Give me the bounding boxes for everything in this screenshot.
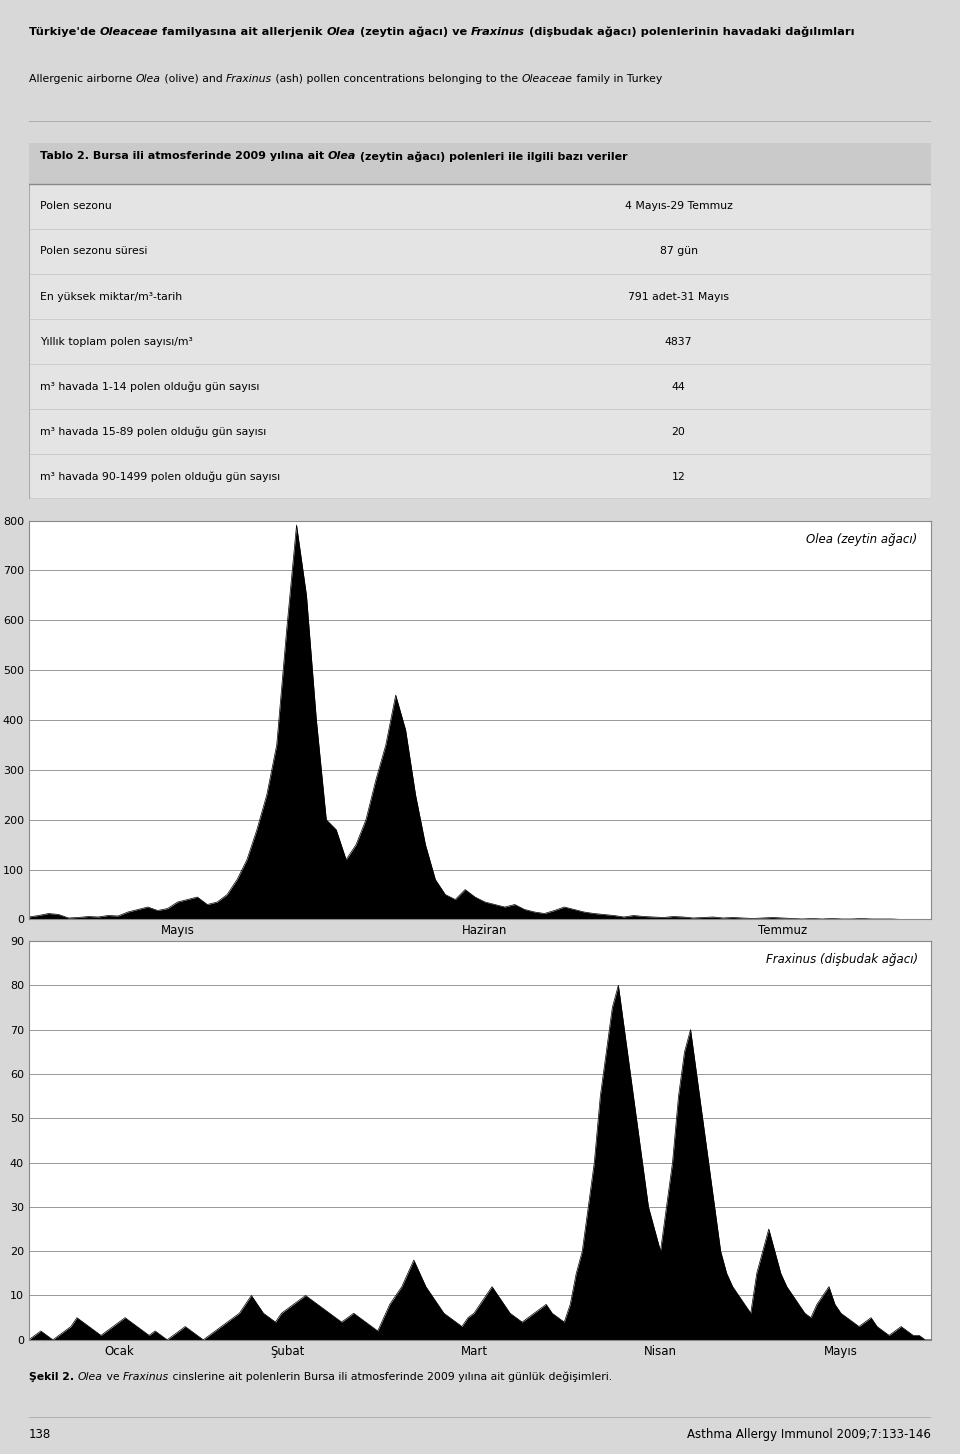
Text: Şekil 2.: Şekil 2. bbox=[29, 1371, 78, 1381]
Text: (ash) pollen concentrations belonging to the: (ash) pollen concentrations belonging to… bbox=[272, 74, 521, 84]
Text: cinslerine ait polenlerin Bursa ili atmosferinde 2009 yılına ait günlük değişiml: cinslerine ait polenlerin Bursa ili atmo… bbox=[169, 1371, 612, 1381]
Text: familyasına ait allerjenik: familyasına ait allerjenik bbox=[158, 26, 327, 36]
Text: Fraxinus (dişbudak ağacı): Fraxinus (dişbudak ağacı) bbox=[765, 952, 918, 965]
Bar bbox=[29, 142, 931, 183]
Text: 20: 20 bbox=[672, 426, 685, 436]
Text: Polen sezonu süresi: Polen sezonu süresi bbox=[39, 247, 147, 256]
Text: m³ havada 1-14 polen olduğu gün sayısı: m³ havada 1-14 polen olduğu gün sayısı bbox=[39, 381, 259, 391]
Text: Tablo 2. Bursa ili atmosferinde 2009 yılına ait: Tablo 2. Bursa ili atmosferinde 2009 yıl… bbox=[39, 151, 327, 161]
Text: Oleaceae: Oleaceae bbox=[521, 74, 572, 84]
Text: Oleaceae: Oleaceae bbox=[100, 26, 158, 36]
Text: Yıllık toplam polen sayısı/m³: Yıllık toplam polen sayısı/m³ bbox=[39, 336, 192, 346]
Text: (zeytin ağacı) polenleri ile ilgili bazı veriler: (zeytin ağacı) polenleri ile ilgili bazı… bbox=[356, 151, 628, 161]
Text: 44: 44 bbox=[672, 381, 685, 391]
Text: Fraxinus: Fraxinus bbox=[226, 74, 272, 84]
Text: (dişbudak ağacı) polenlerinin havadaki dağılımları: (dişbudak ağacı) polenlerinin havadaki d… bbox=[525, 26, 854, 38]
Text: Olea: Olea bbox=[78, 1371, 103, 1381]
Text: Allergenic airborne: Allergenic airborne bbox=[29, 74, 135, 84]
Text: 4837: 4837 bbox=[664, 336, 692, 346]
Text: Türkiye'de: Türkiye'de bbox=[29, 26, 100, 36]
Text: Olea: Olea bbox=[327, 26, 356, 36]
Text: 87 gün: 87 gün bbox=[660, 247, 698, 256]
Text: 12: 12 bbox=[672, 471, 685, 481]
Text: (olive) and: (olive) and bbox=[160, 74, 226, 84]
Text: m³ havada 15-89 polen olduğu gün sayısı: m³ havada 15-89 polen olduğu gün sayısı bbox=[39, 426, 266, 436]
Text: m³ havada 90-1499 polen olduğu gün sayısı: m³ havada 90-1499 polen olduğu gün sayıs… bbox=[39, 471, 279, 481]
Text: Asthma Allergy Immunol 2009;7:133-146: Asthma Allergy Immunol 2009;7:133-146 bbox=[687, 1428, 931, 1441]
Text: Fraxinus: Fraxinus bbox=[471, 26, 525, 36]
Text: En yüksek miktar/m³-tarih: En yüksek miktar/m³-tarih bbox=[39, 291, 181, 301]
Text: Olea: Olea bbox=[327, 151, 356, 161]
Text: Olea: Olea bbox=[135, 74, 160, 84]
Text: 791 adet-31 Mayıs: 791 adet-31 Mayıs bbox=[628, 291, 729, 301]
Text: (zeytin ağacı) ve: (zeytin ağacı) ve bbox=[356, 26, 471, 38]
Text: 4 Mayıs-29 Temmuz: 4 Mayıs-29 Temmuz bbox=[625, 202, 732, 211]
Text: 138: 138 bbox=[29, 1428, 51, 1441]
Text: ve: ve bbox=[103, 1371, 123, 1381]
Text: Olea (zeytin ağacı): Olea (zeytin ağacı) bbox=[806, 532, 918, 545]
Text: family in Turkey: family in Turkey bbox=[572, 74, 661, 84]
Text: Fraxinus: Fraxinus bbox=[123, 1371, 169, 1381]
Text: Polen sezonu: Polen sezonu bbox=[39, 202, 111, 211]
